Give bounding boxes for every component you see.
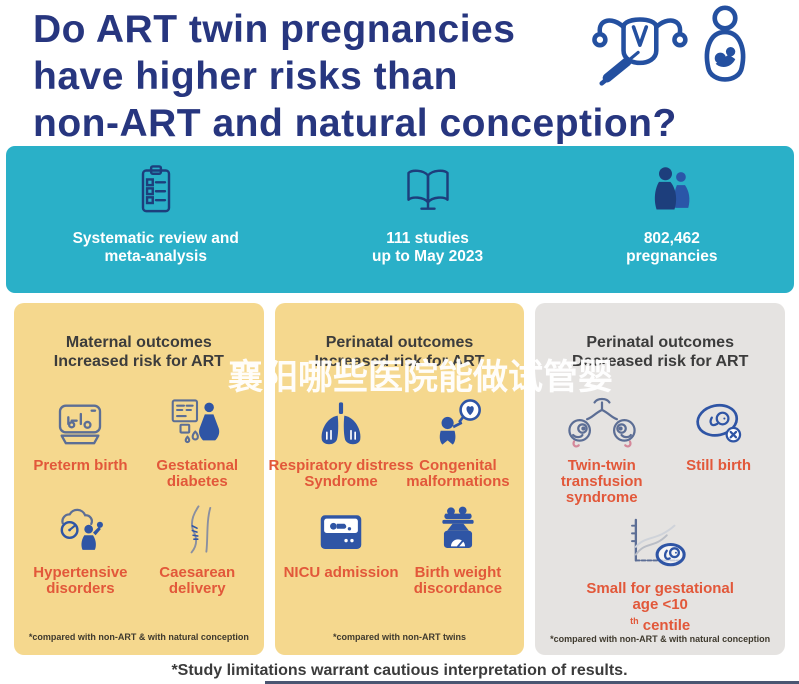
baby-magnifier-heart-icon (430, 395, 486, 449)
item-caesarean-delivery: Caesarean delivery (139, 502, 256, 597)
item-small-for-gestational-age: Small for gestational age <10 th centile (543, 518, 777, 634)
item-birth-weight-discordance: Birth weight discordance (400, 502, 517, 597)
card-title: Perinatal outcomes Increased risk for AR… (314, 334, 485, 370)
glucose-monitor-pregnant-icon (169, 395, 225, 449)
lungs-icon (314, 395, 368, 449)
card-perinatal-decreased: Perinatal outcomes Decreased risk for AR… (535, 303, 786, 655)
checklist-clipboard-icon (130, 164, 182, 216)
item-hypertensive-disorders: Hypertensive disorders (22, 502, 139, 597)
nicu-incubator-icon (314, 502, 368, 556)
weighing-scale-icon (433, 502, 483, 556)
item-still-birth: Still birth (660, 395, 777, 506)
card-title: Maternal outcomes Increased risk for ART (53, 334, 224, 370)
stats-band: Systematic review and meta-analysis 111 … (6, 146, 794, 293)
bottom-bar (265, 681, 799, 684)
fetus-cross-icon (690, 395, 748, 449)
card-maternal-outcomes: Maternal outcomes Increased risk for ART… (14, 303, 264, 655)
item-gestational-diabetes: Gestational diabetes (139, 395, 256, 490)
title-line-3: non-ART and natural conception? (33, 102, 677, 145)
stat-pregnancies: 802,462 pregnancies (550, 146, 794, 293)
card-perinatal-increased: Perinatal outcomes Increased risk for AR… (269, 303, 525, 655)
stat-systematic-review: Systematic review and meta-analysis (6, 146, 305, 293)
stat-label: Systematic review and meta-analysis (72, 230, 239, 265)
item-label: Still birth (686, 457, 752, 474)
abdomen-incision-icon (172, 502, 222, 556)
outcome-cards: Maternal outcomes Increased risk for ART… (14, 303, 786, 655)
infant-incubator-icon (52, 395, 108, 449)
item-label: Congenital malformations (406, 457, 510, 490)
title-line-1: Do ART twin pregnancies (33, 8, 516, 51)
ivf-uterus-syringe-icon (589, 4, 689, 90)
page-title: Do ART twin pregnancies have higher risk… (33, 6, 677, 147)
item-respiratory-distress: Respiratory distress Syndrome (269, 395, 414, 490)
item-label: Gestational diabetes (156, 457, 239, 490)
item-twin-twin-transfusion: Twin-twin transfusion syndrome (543, 395, 660, 506)
twin-fetus-transfusion-icon (558, 395, 646, 449)
item-label: NICU admission (283, 564, 399, 581)
item-label: Hypertensive disorders (33, 564, 128, 597)
growth-chart-fetus-icon (619, 518, 701, 572)
pregnant-couple-icon (646, 164, 698, 216)
header: Do ART twin pregnancies have higher risk… (0, 0, 799, 146)
item-label: Preterm birth (33, 457, 128, 474)
item-preterm-birth: Preterm birth (22, 395, 139, 490)
header-icons (589, 4, 753, 90)
title-line-2: have higher risks than (33, 55, 458, 98)
footer-note: *Study limitations warrant cautious inte… (171, 662, 628, 679)
blood-pressure-pregnant-icon (52, 502, 108, 556)
item-label: Small for gestational age <10 th centile (586, 580, 734, 634)
item-label: Twin-twin transfusion syndrome (560, 457, 643, 506)
card-footnote: *compared with non-ART & with natural co… (550, 634, 771, 644)
watermark-text: 襄阳哪些医院能做试管婴 (228, 358, 614, 397)
card-footnote: *compared with non-ART & with natural co… (28, 632, 249, 642)
item-label: Caesarean delivery (159, 564, 236, 597)
item-congenital-malformations: Congenital malformations (400, 395, 517, 490)
stat-studies: 111 studies up to May 2023 (305, 146, 549, 293)
item-label: Birth weight discordance (413, 564, 503, 597)
open-book-icon (400, 164, 456, 216)
pregnant-twins-icon (697, 4, 753, 90)
stat-label: 111 studies up to May 2023 (372, 230, 484, 265)
item-label: Respiratory distress Syndrome (268, 457, 414, 490)
card-footnote: *compared with non-ART twins (333, 632, 467, 642)
stat-label: 802,462 pregnancies (626, 230, 718, 265)
item-nicu-admission: NICU admission (283, 502, 400, 597)
card-title: Perinatal outcomes Decreased risk for AR… (571, 334, 749, 370)
